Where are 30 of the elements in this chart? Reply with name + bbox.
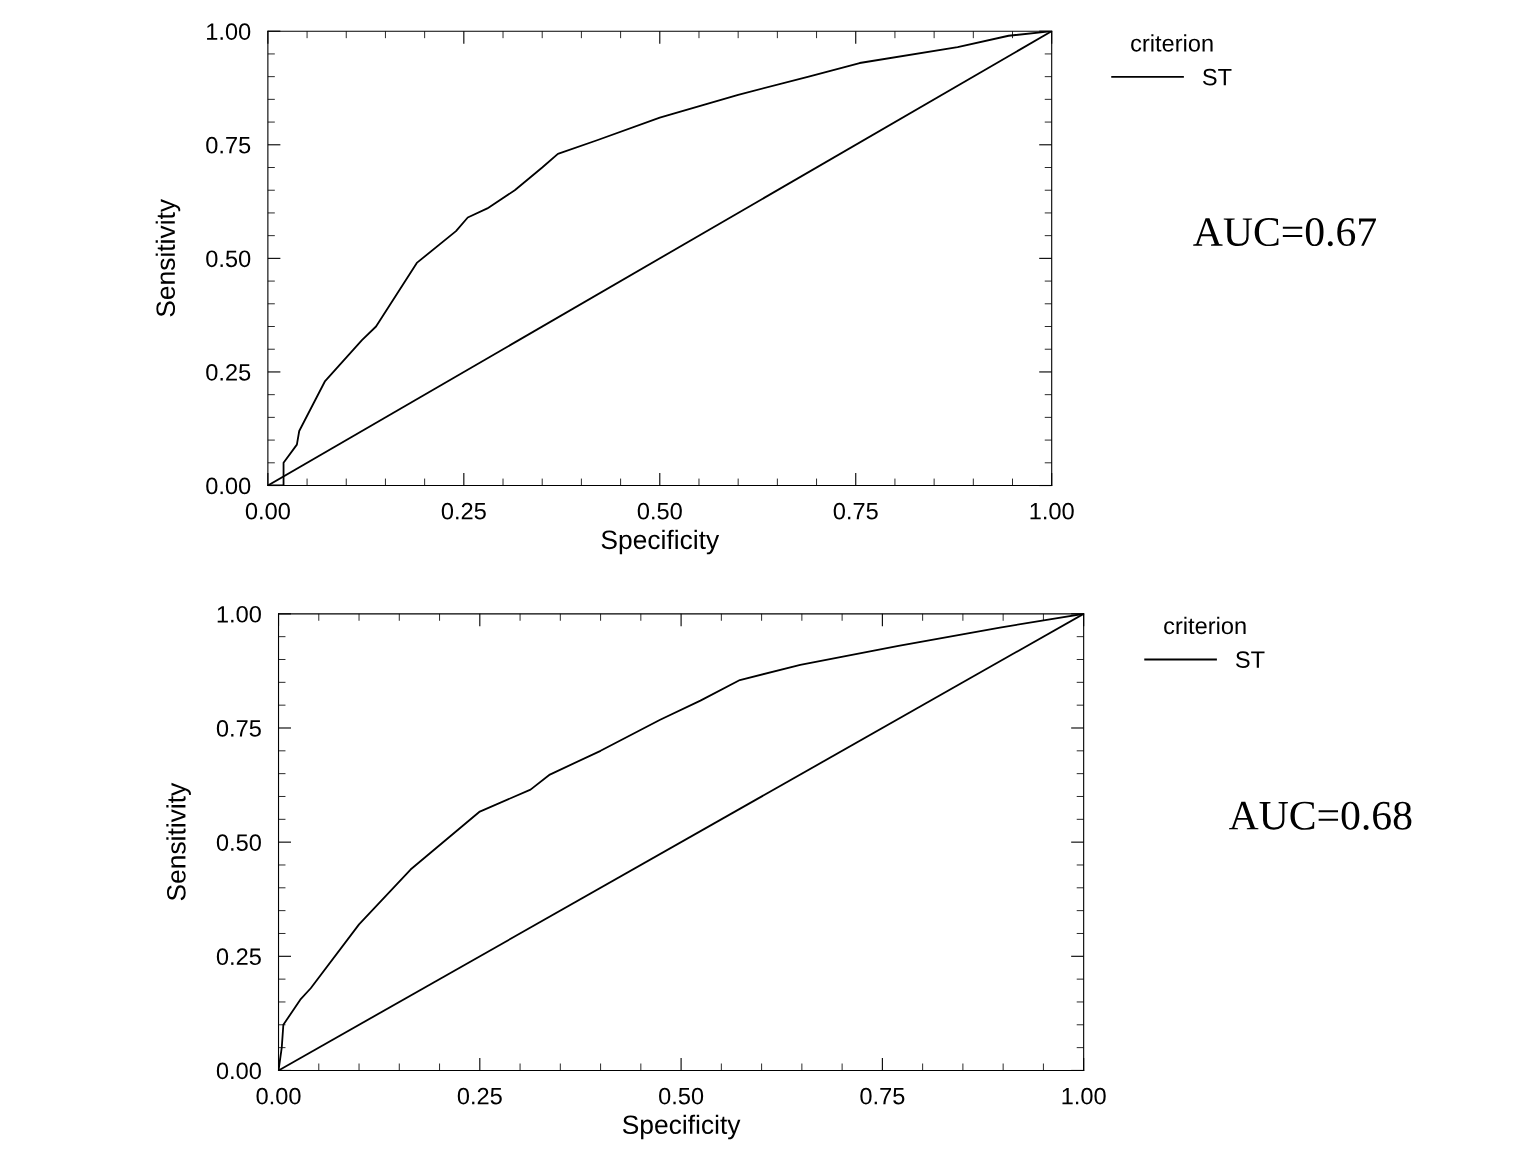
x-tick-label: 0.50 (637, 502, 682, 520)
x-tick-label: 0.25 (441, 502, 486, 520)
y-tick-label: 0.50 (206, 250, 251, 268)
x-tick-label: 1.00 (1030, 502, 1074, 520)
y-tick-label: 0.00 (216, 1062, 261, 1080)
legend-label: ST (1202, 68, 1232, 86)
legend-label: ST (1235, 651, 1265, 668)
x-tick-label: 0.75 (860, 1087, 905, 1105)
y-tick-label: 0.50 (216, 834, 261, 851)
x-tick-label: 0.75 (833, 502, 878, 520)
y-axis-title: Sensitivity (166, 782, 191, 901)
y-tick-label: 1.00 (217, 605, 261, 623)
y-tick-label: 1.00 (207, 23, 251, 40)
x-tick-label: 1.00 (1062, 1087, 1106, 1105)
y-axis-title: Sensitivity (155, 199, 181, 317)
x-axis-title: Specificity (622, 1114, 741, 1140)
y-tick-label: 0.75 (216, 720, 261, 737)
x-tick-label: 0.25 (457, 1087, 502, 1105)
x-tick-label: 0.00 (256, 1087, 301, 1105)
y-tick-label: 0.75 (206, 136, 251, 154)
y-tick-label: 0.25 (206, 364, 251, 381)
y-tick-label: 0.25 (216, 948, 261, 966)
x-axis-title: Specificity (601, 529, 720, 555)
y-tick-label: 0.00 (206, 477, 251, 495)
text: AUC=0.67 (1193, 217, 1376, 247)
x-tick-label: 0.50 (659, 1087, 704, 1105)
text: AUC=0.68 (1229, 801, 1412, 830)
x-tick-label: 0.00 (245, 502, 290, 520)
legend-title: criterion (1131, 34, 1213, 52)
legend-title: criterion (1164, 616, 1246, 635)
